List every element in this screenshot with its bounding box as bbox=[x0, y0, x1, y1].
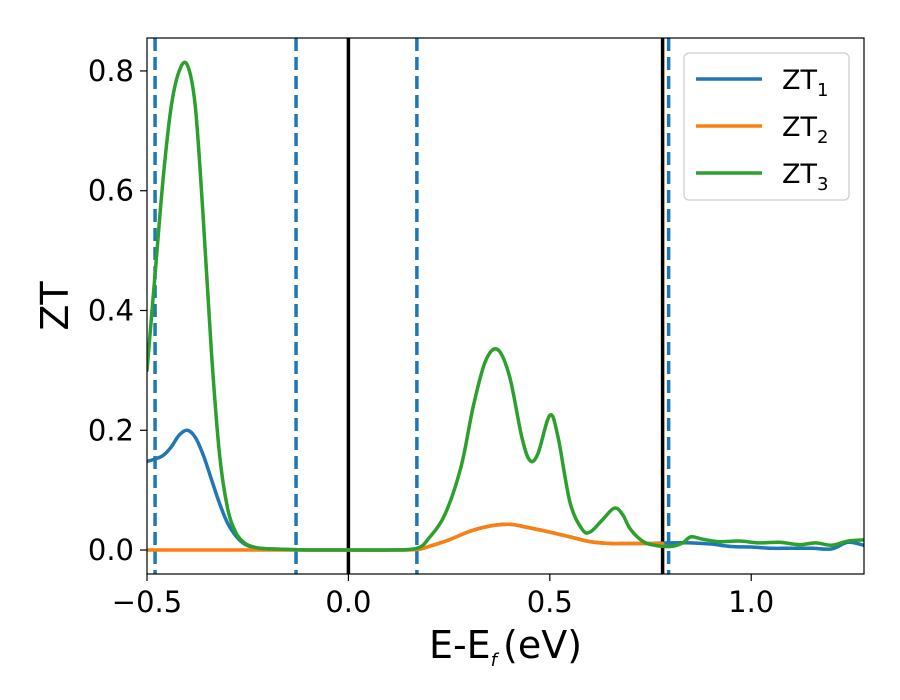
y-tick-label: 0.0 bbox=[88, 533, 134, 567]
legend-box bbox=[683, 52, 850, 201]
y-tick-label: 0.6 bbox=[88, 174, 134, 208]
x-tick-label: 0.0 bbox=[325, 585, 371, 619]
y-tick-label: 0.2 bbox=[88, 413, 134, 447]
x-axis: −0.5 0.0 0.5 1.0 bbox=[112, 574, 774, 619]
legend: ZT1 ZT2 ZT3 bbox=[683, 52, 850, 201]
y-axis-label: ZT bbox=[33, 281, 77, 331]
plot-frame bbox=[146, 37, 865, 575]
y-axis: 0.0 0.2 0.4 0.6 0.8 bbox=[88, 54, 147, 567]
series-line-zt3 bbox=[147, 60, 864, 552]
x-tick-label: 0.5 bbox=[527, 585, 573, 619]
legend-label-zt3: ZT3 bbox=[782, 159, 828, 195]
x-tick-label: −0.5 bbox=[112, 585, 182, 619]
legend-label-zt1: ZT1 bbox=[782, 65, 828, 101]
legend-label-zt2: ZT2 bbox=[782, 112, 828, 148]
y-tick-label: 0.4 bbox=[88, 293, 134, 327]
series-layer bbox=[147, 60, 864, 552]
vertical-reference-lines bbox=[153, 38, 671, 574]
y-tick-label: 0.8 bbox=[88, 54, 134, 88]
x-axis-label: E-Ef (eV) bbox=[429, 623, 582, 671]
x-tick-label: 1.0 bbox=[728, 585, 774, 619]
